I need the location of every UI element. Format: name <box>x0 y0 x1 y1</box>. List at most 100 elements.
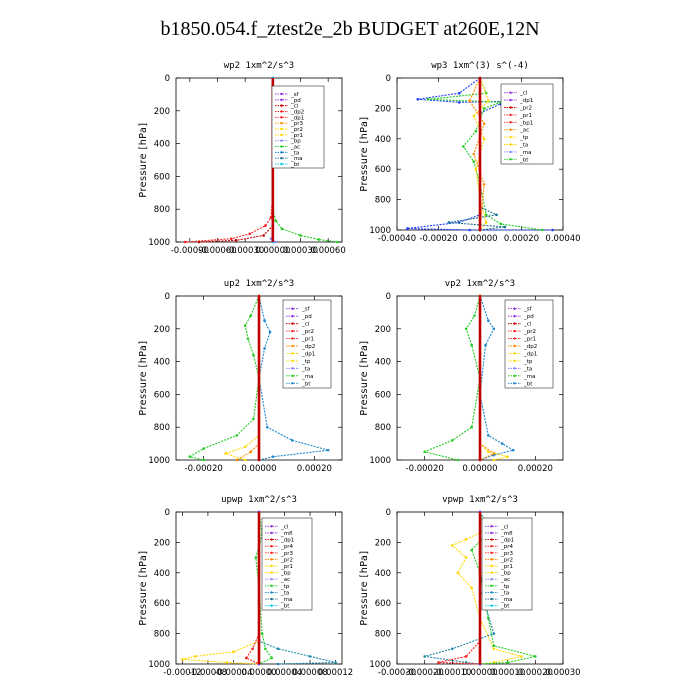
x-tick-label: -0.00008 <box>189 668 227 678</box>
y-tick-label: 0 <box>386 74 391 84</box>
data-point <box>266 425 269 429</box>
data-point <box>451 439 454 442</box>
legend-label: _ac <box>519 128 529 134</box>
legend-label: _ta <box>301 366 310 372</box>
legend-marker <box>513 352 516 355</box>
legend-label: _bt <box>280 604 290 610</box>
legend-label: _pd <box>290 98 301 104</box>
legend-label: _pr1 <box>523 337 536 343</box>
legend-marker <box>280 145 283 148</box>
series-line <box>181 512 260 665</box>
legend-box <box>500 83 554 165</box>
legend-marker <box>509 135 512 139</box>
legend-label: _pr3 <box>290 121 304 127</box>
y-tick-label: 200 <box>154 107 170 117</box>
x-tick-label: -0.00040 <box>378 234 416 244</box>
legend-label: _mfl <box>500 531 513 537</box>
legend-marker <box>509 143 512 146</box>
data-point <box>181 658 184 661</box>
legend-marker <box>291 322 294 325</box>
legend-label: _mfl <box>280 531 293 537</box>
legend-marker <box>280 139 283 142</box>
legend-marker <box>270 578 273 581</box>
legend-marker <box>513 322 516 325</box>
data-point <box>468 228 471 232</box>
data-point <box>249 450 252 454</box>
legend-label: _pr4 <box>500 544 514 550</box>
legend-label: _pr2 <box>523 329 536 335</box>
data-point <box>260 632 264 635</box>
legend: _sf_pd _cl_pr2 _pr1_dp2_dp1 _tp_ta _ma_bt <box>504 299 554 389</box>
legend-marker <box>270 531 273 535</box>
legend-label: _bt <box>519 157 529 163</box>
data-point <box>232 650 235 654</box>
data-point <box>280 227 284 231</box>
legend-marker <box>270 604 273 607</box>
series-line <box>225 296 260 461</box>
legend-label: _pr1 <box>280 564 293 570</box>
y-axis-label: Pressure [hPa] <box>359 340 370 415</box>
panel-5: upwp 1xm^2/s^302004006008001000-0.00012-… <box>138 495 353 678</box>
legend-label: _bp <box>280 571 291 577</box>
legend-marker <box>490 551 493 554</box>
legend-marker <box>270 544 273 548</box>
legend-label: _ma <box>301 374 313 380</box>
legend-label: _pr1 <box>301 337 314 343</box>
legend-label: _sf <box>290 92 300 98</box>
data-point <box>484 213 488 217</box>
panel-2: wp3 1xm^(3) s^(-4)02004006008001000-0.00… <box>359 61 581 244</box>
legend: _cl_mfl_dp1_pr4_pr3_pr2_pr1_bp_ac_tp_ta_… <box>481 517 533 611</box>
legend-marker <box>490 571 493 574</box>
data-point <box>336 240 339 244</box>
legend-label: _bp1 <box>519 120 533 126</box>
legend-label: _dp2 <box>301 344 315 350</box>
y-tick-label: 0 <box>165 292 170 302</box>
x-tick-label: -0.00020 <box>419 234 457 244</box>
legend-marker <box>270 564 273 568</box>
legend-label: _cl <box>290 104 299 110</box>
x-tick-label: -0.00030 <box>226 246 264 256</box>
data-point <box>470 425 474 429</box>
legend-marker <box>280 110 283 113</box>
legend-label: _cl <box>280 524 289 530</box>
y-tick-label: 600 <box>375 390 391 400</box>
data-point <box>308 655 312 658</box>
x-tick-label: -0.00060 <box>198 246 236 256</box>
data-point <box>470 586 474 590</box>
y-tick-label: 600 <box>154 172 170 182</box>
data-point <box>243 458 247 462</box>
y-tick-label: 200 <box>154 325 170 335</box>
data-point <box>299 234 302 237</box>
x-tick-label: -0.00030 <box>378 668 416 678</box>
legend-label: _pd <box>301 314 312 320</box>
x-tick-label: 0.00010 <box>490 668 525 678</box>
legend-marker <box>490 564 493 568</box>
data-point <box>470 548 474 552</box>
data-point <box>457 91 461 95</box>
legend-label: _pr4 <box>280 544 294 550</box>
data-point <box>193 655 197 658</box>
legend-label: _ta <box>290 150 299 156</box>
data-point <box>482 122 486 125</box>
legend-marker <box>280 121 283 125</box>
data-point <box>248 232 252 236</box>
x-tick-label: 0.00020 <box>297 464 332 474</box>
legend-label: _ta <box>500 590 509 596</box>
legend-label: _bp <box>290 139 301 145</box>
legend: _cl_mfl_dp1_pr4_pr3_pr2_pr1_bp_ac_tp_ta_… <box>261 517 313 611</box>
x-tick-label: 0.00060 <box>311 246 346 256</box>
data-point <box>406 227 409 230</box>
legend: _cl_dp1 _pr2_pr1_bp1 _ac_tp _ta_ma_bt <box>500 83 554 165</box>
data-point <box>462 145 465 148</box>
y-tick-label: 800 <box>154 630 170 640</box>
legend-label: _dp2 <box>290 109 304 115</box>
data-point <box>506 661 509 664</box>
data-point <box>482 183 486 186</box>
legend-marker <box>490 538 493 541</box>
data-point <box>492 632 496 635</box>
data-point <box>317 238 321 241</box>
legend-label: _dp1 <box>500 538 514 544</box>
legend-marker <box>280 92 283 96</box>
legend-marker <box>291 307 294 310</box>
data-point <box>492 458 496 462</box>
